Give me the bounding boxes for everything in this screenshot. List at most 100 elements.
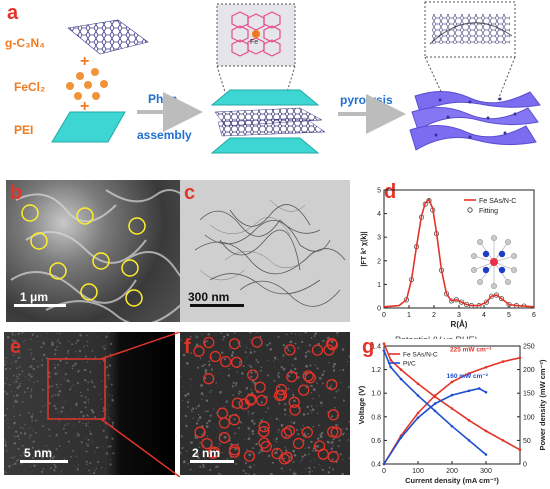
data-point — [433, 394, 437, 397]
single-atom-circle — [298, 384, 310, 396]
scale-label: 5 nm — [24, 446, 53, 460]
series-pt-c — [382, 349, 488, 456]
label-pei: PEI — [14, 123, 34, 137]
x-tick-label: 200 — [446, 468, 458, 475]
y-left-axis-label: Voltage (V) — [357, 385, 366, 424]
single-atom-circle — [281, 451, 293, 463]
scale-bar — [20, 460, 68, 463]
x-tick-label: 300 — [480, 468, 492, 475]
y-axis-label: |FT k³ χ(k)| — [361, 231, 368, 266]
panel-d-letter: d — [384, 181, 397, 203]
data-point — [450, 407, 454, 410]
scale-bar — [190, 304, 244, 307]
sem-texture — [10, 189, 198, 322]
pei-sheet — [51, 111, 126, 143]
y-tick-label: 4 — [377, 211, 381, 218]
data-point — [518, 448, 522, 452]
single-atom-circle — [228, 446, 241, 458]
legend-label: Pt/C — [403, 361, 416, 368]
y-right-axis-label: Power density (mW cm⁻²) — [538, 359, 547, 451]
data-point — [484, 429, 488, 433]
haadf-texture-f — [180, 332, 350, 475]
fitting-point — [458, 299, 465, 305]
single-atom-circle — [230, 356, 243, 368]
single-atom-circle — [203, 373, 215, 385]
single-atom-circle — [326, 378, 338, 391]
single-atom-circle — [280, 427, 293, 439]
single-atom-circle — [292, 437, 305, 450]
single-atom-circle — [209, 446, 221, 458]
single-atom-circle — [323, 344, 335, 356]
scale-bar — [190, 460, 234, 463]
data-point — [501, 360, 505, 363]
label-fecl2: FeCl₂ — [14, 80, 46, 94]
y-tick-label: 5 — [377, 188, 381, 195]
legend-label: Fe SAs/N-C — [403, 352, 438, 359]
fuel-cell-chart: 0 100 200 300 0.4 0.6 0.8 1.0 1.2 1.4 0 50 100 150 200… — [357, 342, 547, 485]
peak-power-annotation: 225 mW cm⁻² — [450, 347, 492, 354]
fe-n4-structure-icon — [470, 234, 518, 290]
plot-frame — [383, 189, 535, 309]
single-atom-circle — [251, 336, 263, 348]
tem-image: c 300 nm — [180, 180, 350, 322]
single-atom-circle — [216, 407, 229, 419]
data-point — [389, 365, 393, 369]
legend-label: Fe SAs/N-C — [479, 198, 516, 205]
single-atom-circle — [228, 414, 241, 426]
single-atom-circle — [327, 451, 340, 463]
single-atom-circle — [254, 381, 266, 393]
data-point — [467, 372, 471, 375]
scale-label: 2 nm — [192, 446, 221, 460]
data-point — [450, 393, 454, 397]
label-g-c3n4: g-C₃N₄ — [5, 36, 45, 50]
x-tick-label: 4 — [482, 312, 486, 319]
scale-bar — [14, 304, 66, 307]
single-atom-circle — [256, 394, 268, 407]
y-tick-label: 3 — [377, 235, 381, 242]
data-point — [484, 365, 488, 369]
single-atom-circle — [286, 371, 298, 383]
x-tick-label: 6 — [532, 312, 536, 319]
y-right-tick-label: 250 — [523, 344, 535, 351]
single-atom-circle — [326, 337, 338, 350]
fe-single-atoms — [193, 336, 342, 465]
y-left-tick-label: 1.4 — [371, 344, 381, 351]
data-point — [484, 390, 488, 394]
x-axis-label: R(Å) — [451, 320, 468, 329]
tem-texture — [194, 199, 346, 307]
single-atom-circle — [194, 426, 206, 438]
y-right-tick-label: 50 — [523, 438, 531, 445]
single-atom-circle — [289, 404, 301, 416]
haadf-texture-e — [4, 332, 115, 475]
y-left-tick-label: 1.0 — [371, 391, 381, 398]
single-atom-circle — [231, 397, 244, 409]
svg-text:Fe: Fe — [250, 39, 258, 46]
x-tick-label: 2 — [432, 312, 436, 319]
single-atom-circle — [301, 426, 313, 439]
single-atom-circle — [258, 421, 270, 433]
haadf-image-e: e 5 nm — [4, 332, 175, 475]
single-atom-circle — [302, 370, 314, 382]
x-axis-label: Current density (mA cm⁻²) — [405, 476, 499, 485]
panel-c-letter: c — [184, 182, 196, 204]
data-point — [433, 402, 437, 405]
x-tick-label: 0 — [382, 468, 386, 475]
data-point — [382, 462, 386, 466]
peak-power-annotation: 160 mW cm⁻² — [447, 373, 489, 380]
single-atom-circle — [193, 345, 205, 357]
y-tick-label: 2 — [377, 258, 381, 265]
x-tick-label: 100 — [412, 468, 424, 475]
panel-g-letter: g — [362, 336, 375, 358]
stacked-assembly — [210, 89, 326, 154]
single-atom-circle — [275, 383, 287, 396]
series-pt-c-power — [382, 387, 488, 466]
legend: Fe SAs/N-C Pt/C — [388, 352, 438, 368]
fe-phen-complex: Fe — [231, 11, 281, 57]
plus-icon: + — [80, 98, 89, 115]
legend-label: Fitting — [479, 208, 498, 215]
single-atom-circle — [203, 336, 215, 349]
data-point — [416, 411, 420, 415]
x-tick-label: 0 — [382, 312, 386, 319]
y-tick-label: 0 — [377, 306, 381, 313]
